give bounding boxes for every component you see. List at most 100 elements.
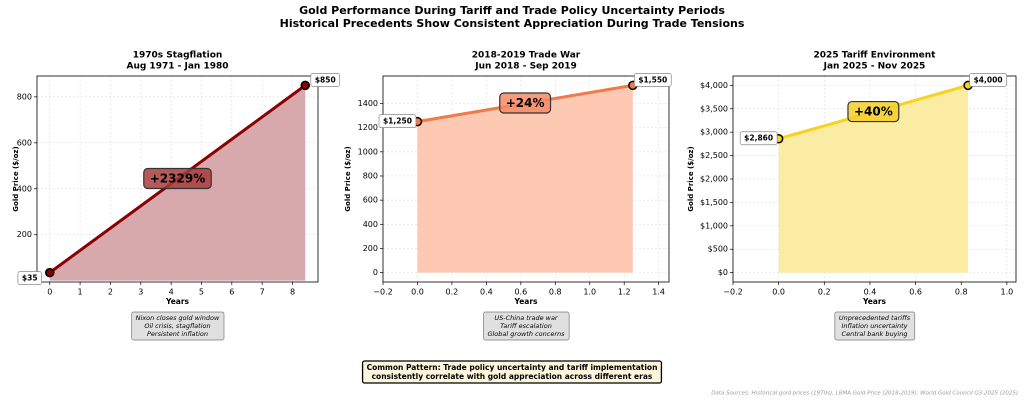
annotation: +24%: [499, 92, 552, 114]
annotation-text: +40%: [854, 105, 893, 119]
y-tick-label: $4,000: [700, 81, 728, 90]
y-tick-label: 800: [363, 171, 378, 180]
y-tick-label: 200: [17, 230, 32, 239]
x-tick-label: 0.8: [955, 288, 968, 297]
value-label: $4,000: [969, 73, 1007, 87]
subplot-title: 2025 Tariff Environment: [814, 51, 937, 61]
value-label: $2,860: [739, 131, 778, 146]
value-label-box: [310, 73, 341, 87]
y-axis-label: Gold Price ($/oz): [12, 146, 20, 211]
plot-frame: [36, 75, 319, 283]
period-note-line: Inflation uncertainty: [841, 322, 907, 330]
page-title: Gold Performance During Tariff and Trade…: [299, 4, 725, 17]
y-tick-label: $500: [708, 245, 728, 254]
value-label-line: $4,000: [974, 75, 1003, 84]
plot-frame: [382, 75, 670, 283]
period-note-line: Unprecedented tariffs: [839, 314, 911, 322]
x-tick-label: 7: [260, 288, 265, 297]
x-tick-label: −0.2: [373, 288, 392, 297]
y-tick-label: $0: [718, 268, 728, 277]
period-note-line: Nixon closes gold window: [136, 314, 220, 322]
value-label-line: $35: [22, 274, 38, 283]
y-tick-label: 400: [363, 220, 378, 229]
x-tick-label: −0.2: [723, 288, 742, 297]
x-tick-label: 0.6: [909, 288, 922, 297]
y-tick-label: 800: [17, 92, 32, 101]
y-tick-label: 400: [17, 184, 32, 193]
y-tick-label: 200: [363, 244, 378, 253]
subplot-subtitle: Jan 2025 - Nov 2025: [823, 62, 926, 72]
value-label-line: $850: [315, 75, 336, 84]
value-label-box: [17, 271, 42, 285]
value-label-line: $1,250: [383, 117, 412, 126]
period-note-box: [834, 311, 916, 341]
x-tick-label: 1.2: [618, 288, 631, 297]
period-note-line: Global growth concerns: [487, 330, 565, 338]
x-tick-label: 1.0: [583, 288, 596, 297]
area: [778, 85, 969, 273]
x-tick-label: 6: [229, 288, 234, 297]
y-axis-label: Gold Price ($/oz): [344, 146, 352, 211]
x-tick-label: 0.4: [864, 288, 877, 297]
pattern-note: Common Pattern: Trade policy uncertainty…: [361, 360, 663, 384]
x-axis-label: Years: [862, 297, 887, 306]
value-label-box: [969, 73, 1007, 87]
value-label-box: [739, 131, 778, 146]
period-note-line: US-China trade war: [494, 314, 559, 322]
y-tick-label: 600: [17, 138, 32, 147]
annotation-text: +2329%: [150, 172, 205, 186]
y-tick-label: $2,500: [700, 151, 728, 160]
period-note-line: Central bank buying: [842, 330, 908, 338]
period-note-line: Tariff escalation: [500, 322, 552, 330]
page-subtitle: Historical Precedents Show Consistent Ap…: [280, 17, 745, 30]
value-label: $850: [310, 73, 341, 87]
period-note-line: Oil crisis, stagflation: [144, 322, 210, 330]
pattern-note-line: Common Pattern: Trade policy uncertainty…: [367, 363, 658, 372]
value-label-box: [378, 114, 417, 128]
x-tick-label: 0.0: [411, 288, 424, 297]
annotation: +40%: [847, 100, 900, 123]
x-tick-label: 2: [108, 288, 113, 297]
x-tick-label: 0.8: [549, 288, 562, 297]
x-axis-label: Years: [165, 297, 190, 306]
point: [44, 267, 55, 278]
plot-frame: [732, 75, 1017, 283]
y-tick-label: 1400: [358, 99, 378, 108]
subplot-title: 1970s Stagflation: [133, 51, 223, 61]
period-note-line: Persistent inflation: [147, 330, 208, 338]
x-tick-label: 0.2: [818, 288, 831, 297]
y-tick-label: 1000: [358, 147, 378, 156]
subplot-subtitle: Aug 1971 - Jan 1980: [126, 62, 228, 72]
value-label-line: $2,860: [744, 134, 773, 143]
x-tick-label: 0.4: [480, 288, 493, 297]
pattern-note-box: [361, 360, 663, 384]
x-axis-label: Years: [513, 297, 538, 306]
x-tick-label: 0.6: [514, 288, 527, 297]
y-tick-label: $3,500: [700, 104, 728, 113]
value-label: $1,550: [633, 73, 672, 87]
value-label: $1,250: [378, 114, 417, 128]
value-label: $35: [17, 271, 42, 285]
annotation-text: +24%: [506, 96, 545, 110]
subplot-title: 2018-2019 Trade War: [472, 51, 581, 61]
point: [300, 80, 311, 91]
annotation: +2329%: [143, 167, 212, 190]
x-tick-label: 0: [47, 288, 52, 297]
x-tick-label: 0.0: [772, 288, 785, 297]
annotation-box: [143, 167, 212, 190]
value-label-line: $1,550: [638, 75, 667, 84]
y-tick-label: 1200: [358, 123, 378, 132]
area: [417, 85, 633, 273]
source-note: Data Sources: Historical gold prices (19…: [711, 391, 1018, 397]
y-tick-label: $1,500: [700, 198, 728, 207]
x-tick-label: 1.0: [1001, 288, 1014, 297]
pattern-note-line: consistently correlate with gold appreci…: [372, 372, 653, 381]
period-note-box: [131, 311, 225, 341]
y-tick-label: $2,000: [700, 175, 728, 184]
x-tick-label: 4: [169, 288, 174, 297]
x-tick-label: 5: [199, 288, 204, 297]
